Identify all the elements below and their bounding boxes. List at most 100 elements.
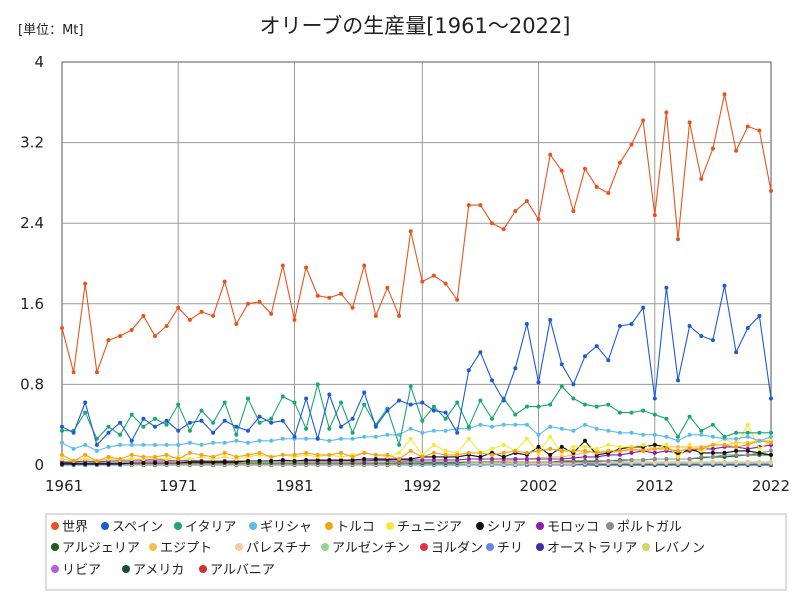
- data-point: [246, 459, 250, 463]
- data-point: [350, 416, 355, 421]
- data-point: [745, 326, 750, 330]
- x-tick-label: 2022: [752, 477, 790, 495]
- data-point: [164, 442, 169, 447]
- data-point: [397, 457, 402, 461]
- legend-item: アルジェリア: [51, 541, 140, 556]
- data-point: [664, 461, 669, 465]
- data-point: [466, 424, 471, 429]
- data-point: [350, 454, 355, 459]
- data-point: [141, 424, 146, 429]
- data-point: [60, 457, 64, 461]
- data-point: [420, 430, 425, 435]
- data-point: [513, 457, 518, 461]
- data-point: [164, 452, 169, 457]
- data-point: [513, 460, 518, 464]
- data-point: [373, 434, 378, 439]
- data-point: [548, 457, 553, 461]
- data-point: [466, 460, 471, 464]
- data-point: [641, 408, 646, 413]
- data-point: [71, 459, 76, 463]
- data-point: [501, 454, 506, 459]
- data-point: [745, 448, 750, 453]
- data-point: [629, 142, 634, 147]
- x-tick-label: 1971: [159, 477, 197, 495]
- data-point: [478, 203, 483, 208]
- data-point: [583, 166, 587, 171]
- data-point: [153, 454, 157, 459]
- data-point: [478, 450, 483, 455]
- chart-title: オリーブの生産量[1961～2022]: [259, 14, 570, 38]
- legend-label: 世界: [62, 520, 88, 535]
- data-point: [594, 460, 599, 464]
- y-axis-ticks: 0 0.8 1.6 2.4 3.2 4: [20, 53, 44, 474]
- data-point: [362, 263, 367, 268]
- legend-swatch: [51, 543, 59, 551]
- data-point: [304, 265, 309, 270]
- data-point: [676, 434, 680, 439]
- data-point: [83, 410, 88, 415]
- data-point: [606, 448, 611, 453]
- data-point: [466, 450, 471, 455]
- data-point: [490, 416, 494, 421]
- legend-item: レバノン: [642, 541, 705, 556]
- legend-label: ギリシャ: [260, 520, 312, 535]
- data-point: [211, 460, 216, 464]
- data-point: [269, 420, 274, 425]
- data-point: [745, 461, 750, 465]
- data-point: [129, 412, 134, 417]
- x-tick-label: 2002: [519, 477, 557, 495]
- data-point: [164, 418, 169, 423]
- data-point: [339, 450, 343, 455]
- data-point: [571, 448, 576, 453]
- data-point: [676, 461, 680, 465]
- legend-item: ヨルダン: [420, 541, 483, 556]
- legend-label: アメリカ: [133, 563, 184, 578]
- data-point: [571, 209, 576, 214]
- data-point: [408, 448, 413, 453]
- data-point: [106, 338, 111, 343]
- data-point: [617, 448, 622, 453]
- data-point: [385, 408, 390, 413]
- x-tick-label: 1992: [403, 477, 441, 495]
- data-point: [710, 446, 715, 451]
- data-point: [652, 446, 657, 451]
- data-point: [594, 404, 599, 409]
- data-point: [106, 462, 111, 466]
- data-point: [350, 436, 355, 441]
- legend-label: エジプト: [160, 541, 212, 556]
- series-line: [61, 93, 772, 373]
- data-point: [280, 263, 285, 268]
- data-point: [583, 448, 587, 453]
- data-point: [722, 434, 727, 439]
- data-point: [652, 450, 657, 455]
- data-point: [94, 442, 99, 447]
- data-point: [339, 424, 343, 429]
- data-point: [129, 461, 134, 465]
- data-point: [211, 454, 216, 459]
- data-point: [362, 402, 367, 407]
- data-point: [94, 462, 99, 466]
- legend-swatch: [420, 543, 428, 551]
- data-point: [280, 394, 285, 399]
- data-point: [118, 432, 123, 437]
- data-point: [699, 454, 704, 459]
- y-tick-label: 2.4: [20, 214, 44, 232]
- data-point: [769, 189, 773, 193]
- data-point: [548, 402, 553, 407]
- data-point: [769, 440, 773, 445]
- data-point: [431, 458, 436, 462]
- y-tick-label: 4: [34, 53, 44, 71]
- data-point: [60, 440, 64, 445]
- data-point: [513, 448, 518, 453]
- series-lines: [60, 92, 773, 467]
- data-point: [362, 434, 367, 439]
- data-point: [269, 454, 274, 459]
- legend-item: リビア: [51, 563, 101, 578]
- data-point: [83, 442, 88, 447]
- data-point: [83, 452, 88, 457]
- y-tick-label: 0.8: [20, 375, 44, 393]
- legend-swatch: [235, 543, 243, 551]
- data-point: [710, 422, 715, 427]
- data-point: [211, 440, 216, 445]
- data-point: [710, 442, 715, 447]
